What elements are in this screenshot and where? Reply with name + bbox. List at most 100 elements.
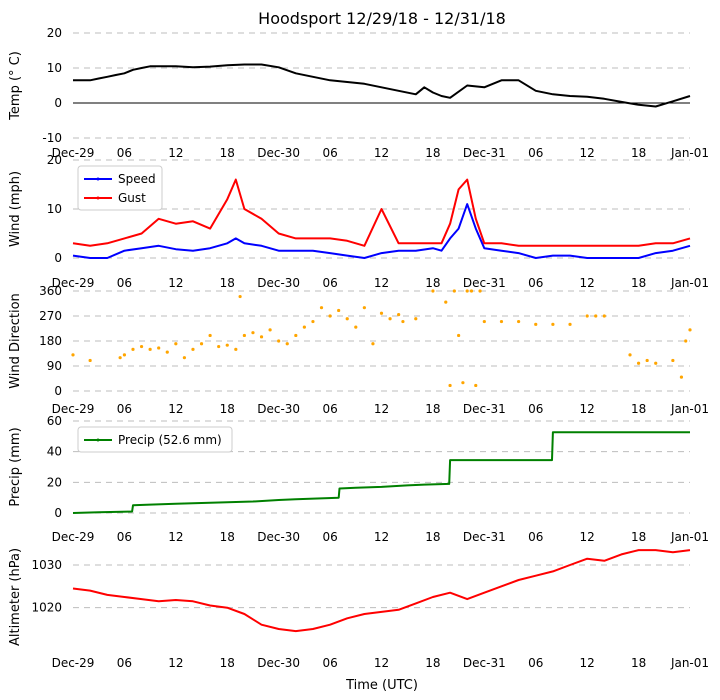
- data-point: [328, 314, 332, 318]
- panel-2: 0 10 20 Wind (mph) Dec-29 06 12 18 Dec-30 06 12 18 D…: [8, 153, 709, 290]
- data-point: [259, 335, 264, 339]
- data-point: [461, 381, 465, 385]
- x-tick-label: 12: [374, 276, 389, 290]
- data-point: [551, 322, 555, 326]
- x-tick-label: 06: [528, 530, 543, 544]
- data-point: [337, 308, 341, 313]
- x-axis-label: Time (UTC): [345, 678, 418, 693]
- x-tick-label: 12: [374, 402, 389, 416]
- data-point: [362, 306, 366, 310]
- x-tick-label: 06: [528, 146, 543, 160]
- x-tick-label: 12: [168, 146, 183, 160]
- x-tick-label: Dec-31: [463, 402, 506, 416]
- legend-label: Gust: [118, 191, 146, 205]
- x-tick-label: Dec-29: [52, 530, 95, 544]
- y-tick-label: 20: [47, 26, 62, 40]
- x-tick-label: 12: [580, 656, 595, 670]
- y-axis-label: Wind Direction: [8, 293, 23, 389]
- legend-marker: [96, 438, 100, 442]
- y-tick-label: 0: [54, 384, 62, 398]
- x-tick-label: 18: [425, 146, 440, 160]
- data-point: [679, 375, 684, 379]
- legend-label: Speed: [118, 172, 156, 186]
- y-tick-label: 20: [47, 153, 62, 167]
- legend-label: Precip (52.6 mm): [118, 433, 222, 447]
- x-tick-label: Dec-31: [463, 656, 506, 670]
- x-tick-label: 12: [580, 146, 595, 160]
- data-point: [174, 342, 178, 346]
- data-point: [354, 325, 358, 329]
- panel-5: 1020 1030 Altimeter (hPa) Dec-29 06 12 18 Dec-3…: [8, 548, 709, 670]
- y-tick-label: 10: [47, 202, 62, 216]
- data-point: [345, 317, 349, 321]
- series-line: [73, 63, 691, 108]
- chart-title: Hoodsport 12/29/18 - 12/31/18: [258, 9, 506, 28]
- y-axis-label: Wind (mph): [8, 171, 23, 247]
- y-tick-label: 1020: [31, 601, 62, 615]
- x-tick-label: 06: [528, 402, 543, 416]
- x-tick-label: 18: [631, 276, 646, 290]
- x-tick-label: 18: [425, 656, 440, 670]
- data-point: [157, 346, 161, 350]
- y-tick-label: 1030: [31, 558, 62, 572]
- x-tick-label: Dec-29: [52, 656, 95, 670]
- x-tick-label: Jan-01: [670, 146, 709, 160]
- legend-marker: [96, 196, 100, 200]
- x-tick-label: 06: [322, 146, 337, 160]
- x-tick-label: 06: [117, 276, 132, 290]
- data-point: [636, 361, 641, 365]
- x-tick-label: 12: [580, 276, 595, 290]
- x-tick-label: 18: [220, 530, 235, 544]
- x-tick-label: 12: [580, 530, 595, 544]
- y-tick-label: -10: [42, 131, 62, 145]
- data-point: [431, 289, 435, 293]
- x-tick-label: 12: [374, 530, 389, 544]
- data-point: [444, 300, 448, 304]
- data-point: [671, 358, 675, 363]
- legend-marker: [96, 177, 100, 181]
- data-point: [684, 339, 688, 343]
- x-tick-label: 18: [631, 402, 646, 416]
- data-point: [517, 319, 521, 324]
- data-point: [199, 342, 204, 346]
- data-point: [469, 289, 474, 293]
- x-tick-label: Dec-29: [52, 276, 95, 290]
- y-tick-label: 40: [47, 445, 62, 459]
- x-tick-label: Dec-29: [52, 402, 95, 416]
- x-tick-label: 06: [528, 656, 543, 670]
- x-tick-label: 06: [528, 276, 543, 290]
- data-point: [414, 317, 418, 321]
- x-tick-label: Jan-01: [670, 276, 709, 290]
- x-tick-label: 12: [374, 656, 389, 670]
- data-point: [594, 314, 598, 318]
- data-point: [294, 333, 298, 338]
- data-point: [242, 333, 246, 338]
- y-tick-label: 360: [39, 284, 62, 298]
- data-point: [165, 350, 169, 354]
- data-point: [311, 319, 315, 324]
- x-tick-label: 12: [168, 402, 183, 416]
- x-tick-label: 06: [117, 656, 132, 670]
- x-tick-label: Dec-29: [52, 146, 95, 160]
- x-tick-label: 18: [220, 656, 235, 670]
- x-tick-label: Jan-01: [670, 530, 709, 544]
- x-tick-label: 12: [168, 276, 183, 290]
- data-point: [534, 322, 538, 326]
- x-tick-label: Dec-31: [463, 146, 506, 160]
- data-point: [628, 353, 632, 357]
- data-point: [268, 328, 272, 332]
- y-tick-label: 0: [54, 506, 62, 520]
- data-point: [234, 347, 238, 351]
- series-line: [72, 549, 691, 633]
- data-point: [388, 317, 392, 321]
- data-point: [568, 322, 572, 326]
- y-tick-label: 180: [39, 334, 62, 348]
- y-axis-label: Temp (° C): [8, 51, 23, 121]
- data-point: [397, 313, 401, 317]
- y-axis-label: Precip (mm): [8, 427, 23, 506]
- x-tick-label: 18: [220, 146, 235, 160]
- x-tick-label: 18: [425, 276, 440, 290]
- data-point: [478, 289, 482, 293]
- x-tick-label: 18: [220, 402, 235, 416]
- data-point: [401, 319, 405, 324]
